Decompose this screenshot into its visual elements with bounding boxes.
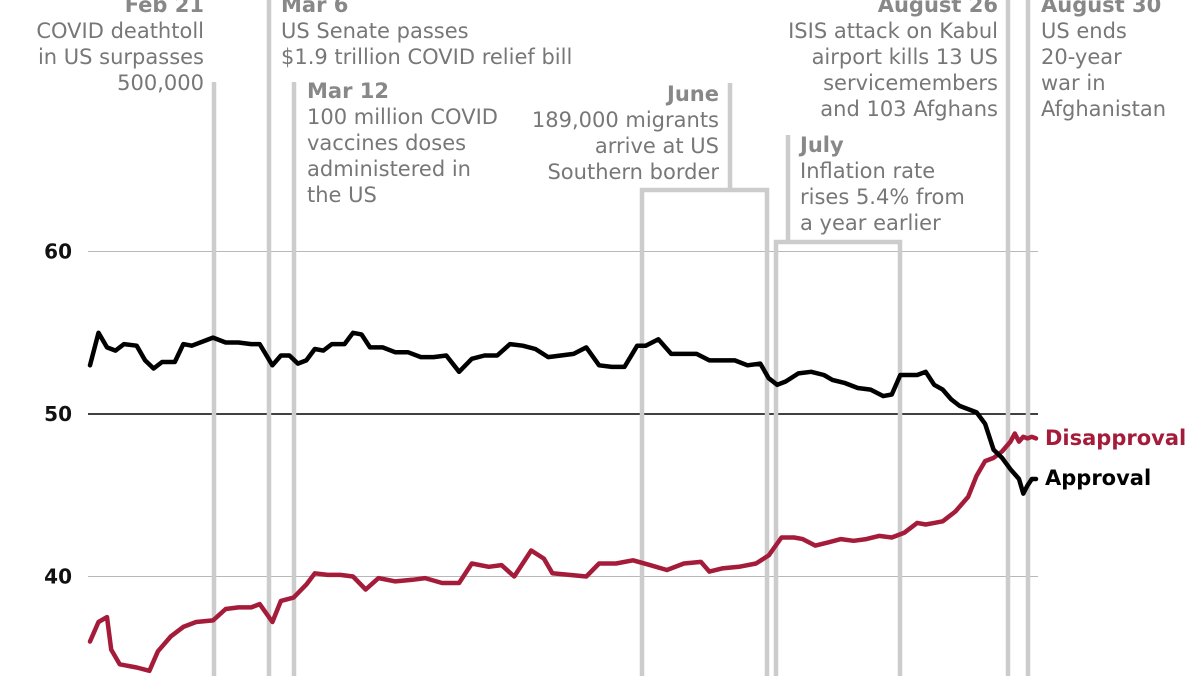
event-marker-june bbox=[639, 83, 770, 676]
event-description: $1.9 trillion COVID relief bill bbox=[281, 45, 572, 69]
event-description: 500,000 bbox=[117, 71, 204, 95]
series-line-approval bbox=[87, 330, 1039, 496]
event-annotation: Mar 6 US Senate passes$1.9 trillion COVID… bbox=[281, 0, 572, 69]
event-description: a year earlier bbox=[800, 211, 941, 235]
y-axis-ticks: 40 50 60 bbox=[44, 240, 72, 589]
event-description: Southern border bbox=[547, 160, 719, 184]
event-description: Afghanistan bbox=[1041, 97, 1166, 121]
gridlines bbox=[88, 251, 1038, 577]
y-tick-label: 50 bbox=[44, 402, 72, 426]
event-description: vaccines doses bbox=[307, 131, 466, 155]
event-markers bbox=[211, 0, 1031, 676]
event-description: 20-year bbox=[1041, 45, 1122, 69]
event-date: Mar 12 bbox=[307, 79, 389, 103]
event-date: August 30 bbox=[1041, 0, 1161, 17]
series-label-disapproval: Disapproval bbox=[1045, 426, 1186, 450]
event-date: Mar 6 bbox=[281, 0, 348, 17]
event-description: US ends bbox=[1041, 19, 1127, 43]
event-description: and 103 Afghans bbox=[820, 97, 998, 121]
event-description: 100 million COVID bbox=[307, 105, 498, 129]
event-description: servicemembers bbox=[823, 71, 998, 95]
event-description: the US bbox=[307, 183, 377, 207]
event-description: airport kills 13 US bbox=[812, 45, 998, 69]
series-lines bbox=[87, 330, 1039, 674]
event-date: August 26 bbox=[878, 0, 998, 17]
event-description: arrive at US bbox=[595, 134, 719, 158]
event-description: war in bbox=[1041, 71, 1106, 95]
event-description: 189,000 migrants bbox=[532, 108, 719, 132]
y-tick-label: 40 bbox=[44, 565, 72, 589]
event-description: in US surpasses bbox=[38, 45, 204, 69]
event-date: June bbox=[665, 82, 719, 106]
event-description: ISIS attack on Kabul bbox=[788, 19, 998, 43]
y-tick-label: 60 bbox=[44, 240, 72, 264]
series-line-disapproval bbox=[87, 431, 1039, 674]
event-date: Feb 21 bbox=[125, 0, 204, 17]
event-description: Inflation rate bbox=[800, 159, 935, 183]
series-label-approval: Approval bbox=[1045, 466, 1151, 490]
event-description: administered in bbox=[307, 157, 471, 181]
event-date: July bbox=[798, 133, 844, 157]
series-labels: Disapproval Approval bbox=[1045, 426, 1186, 490]
event-marker-july bbox=[773, 135, 903, 676]
event-description: US Senate passes bbox=[281, 19, 469, 43]
event-description: rises 5.4% from bbox=[800, 185, 965, 209]
event-description: COVID deathtoll bbox=[36, 19, 204, 43]
